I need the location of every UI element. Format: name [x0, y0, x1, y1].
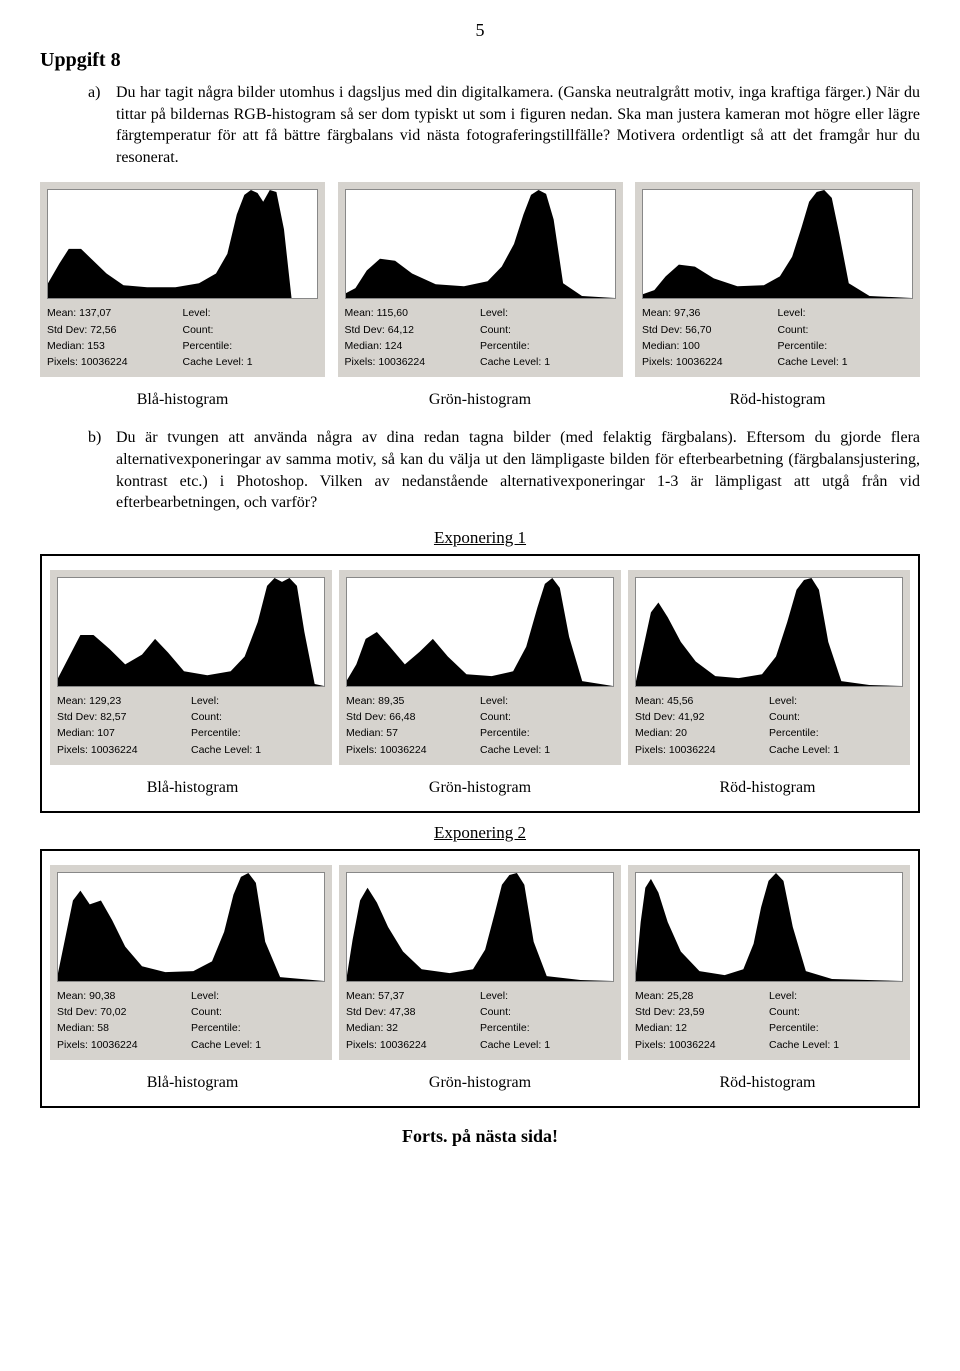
hist-stats: Mean: 115,60 Std Dev: 64,12 Median: 124 …	[345, 305, 616, 370]
caption-blue: Blå-histogram	[40, 391, 325, 409]
histogram-row-exp2: Mean: 90,38 Std Dev: 70,02 Median: 58 Pi…	[50, 865, 910, 1060]
hist-stats: Mean: 137,07 Std Dev: 72,56 Median: 153 …	[47, 305, 318, 370]
page-number: 5	[40, 20, 920, 41]
caption-row-exp1: Blå-histogramGrön-histogramRöd-histogram	[50, 779, 910, 797]
hist-graph	[642, 189, 913, 299]
caption-green: Grön-histogram	[338, 391, 623, 409]
caption-row-a: Blå-histogram Grön-histogram Röd-histogr…	[40, 391, 920, 409]
question-b: b) Du är tvungen att använda några av di…	[88, 427, 920, 513]
hist-panel-green-a: Mean: 115,60 Std Dev: 64,12 Median: 124 …	[338, 182, 623, 377]
assignment-title: Uppgift 8	[40, 49, 920, 72]
text-b: Du är tvungen att använda några av dina …	[116, 427, 920, 513]
exposure-1-box: Mean: 129,23 Std Dev: 82,57 Median: 107 …	[40, 554, 920, 813]
histogram-row-exp1: Mean: 129,23 Std Dev: 82,57 Median: 107 …	[50, 570, 910, 765]
hist-stats: Mean: 97,36 Std Dev: 56,70 Median: 100 P…	[642, 305, 913, 370]
hist-panel-red-exp1: Mean: 45,56 Std Dev: 41,92 Median: 20 Pi…	[628, 570, 910, 765]
marker-b: b)	[88, 427, 106, 513]
caption-row-exp2: Blå-histogramGrön-histogramRöd-histogram	[50, 1074, 910, 1092]
text-a: Du har tagit några bilder utomhus i dags…	[116, 82, 920, 168]
hist-panel-red-exp2: Mean: 25,28 Std Dev: 23,59 Median: 12 Pi…	[628, 865, 910, 1060]
hist-panel-red-a: Mean: 97,36 Std Dev: 56,70 Median: 100 P…	[635, 182, 920, 377]
continue-footer: Forts. på nästa sida!	[40, 1126, 920, 1147]
exposure-1-heading: Exponering 1	[40, 528, 920, 548]
caption-red: Röd-histogram	[635, 391, 920, 409]
marker-a: a)	[88, 82, 106, 168]
hist-panel-green-exp1: Mean: 89,35 Std Dev: 66,48 Median: 57 Pi…	[339, 570, 621, 765]
hist-graph	[345, 189, 616, 299]
hist-panel-green-exp2: Mean: 57,37 Std Dev: 47,38 Median: 32 Pi…	[339, 865, 621, 1060]
hist-graph	[47, 189, 318, 299]
question-a: a) Du har tagit några bilder utomhus i d…	[88, 82, 920, 168]
exposure-2-heading: Exponering 2	[40, 823, 920, 843]
hist-panel-blue-a: Mean: 137,07 Std Dev: 72,56 Median: 153 …	[40, 182, 325, 377]
hist-panel-blue-exp2: Mean: 90,38 Std Dev: 70,02 Median: 58 Pi…	[50, 865, 332, 1060]
histogram-row-a: Mean: 137,07 Std Dev: 72,56 Median: 153 …	[40, 182, 920, 377]
exposure-2-box: Mean: 90,38 Std Dev: 70,02 Median: 58 Pi…	[40, 849, 920, 1108]
hist-panel-blue-exp1: Mean: 129,23 Std Dev: 82,57 Median: 107 …	[50, 570, 332, 765]
